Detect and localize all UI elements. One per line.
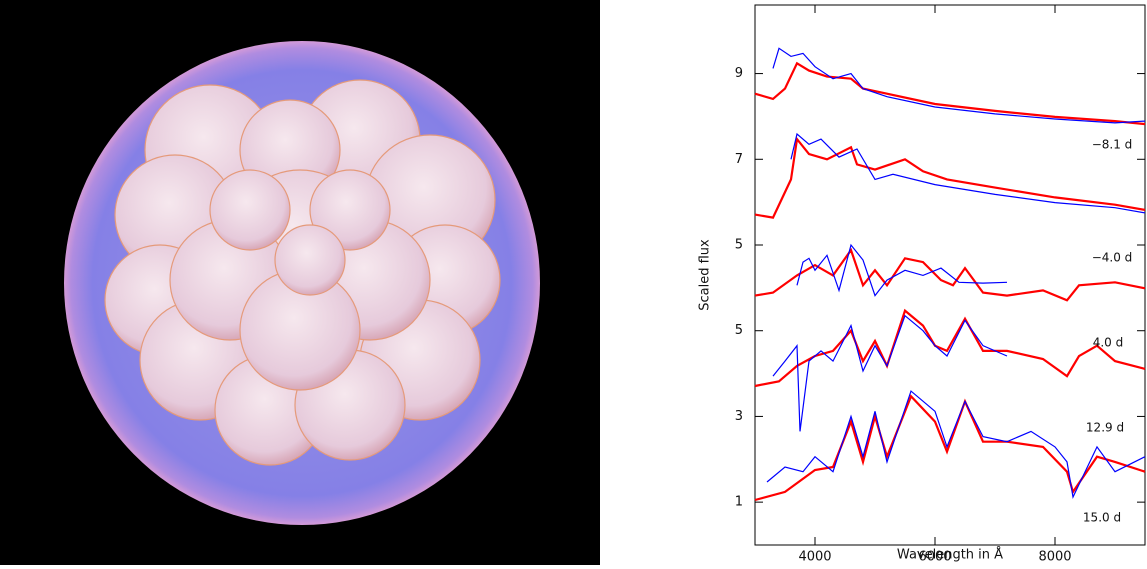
spectrum-line xyxy=(796,243,1008,297)
plot-frame xyxy=(754,4,1146,546)
spectrum-line xyxy=(766,390,1146,499)
y-tick-label: 9 xyxy=(735,66,743,81)
spectrum-line xyxy=(754,247,1146,302)
y-tick-label: 7 xyxy=(735,152,743,167)
epoch-label: 15.0 d xyxy=(1083,511,1121,525)
y-tick-label: 5 xyxy=(735,323,743,338)
epoch-label: −4.0 d xyxy=(1092,251,1133,265)
x-tick-label: 4000 xyxy=(798,550,831,565)
simulation-image xyxy=(0,0,600,565)
spectrum-line xyxy=(754,394,1146,502)
y-axis-label: Scaled flux xyxy=(698,239,713,311)
y-tick-label: 1 xyxy=(735,495,743,510)
spectrum-line xyxy=(754,136,1146,219)
spectrum-line xyxy=(772,314,1008,432)
spectrum-line xyxy=(754,61,1146,126)
epoch-label: −8.1 d xyxy=(1092,138,1133,152)
spectrum-line xyxy=(772,47,1146,124)
x-tick-label: 6000 xyxy=(918,550,951,565)
y-tick-label: 3 xyxy=(735,409,743,424)
x-axis-label: Wavelength in Å xyxy=(897,547,1003,563)
spectrum-line xyxy=(754,308,1146,388)
spectrum-line xyxy=(790,132,1146,214)
epoch-label: 4.0 d xyxy=(1093,336,1124,350)
epoch-label: 12.9 d xyxy=(1086,421,1124,435)
spectra-plot: Scaled flux Wavelength in Å 4000 6000 8000… xyxy=(698,4,1146,565)
x-tick-label: 8000 xyxy=(1038,550,1071,565)
y-tick-label: 5 xyxy=(735,238,743,253)
